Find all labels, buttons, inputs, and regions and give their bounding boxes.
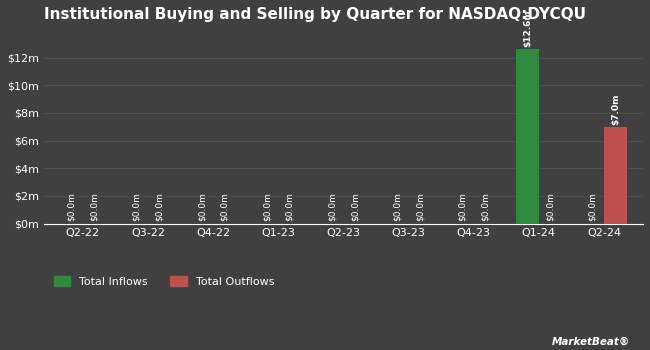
Legend: Total Inflows, Total Outflows: Total Inflows, Total Outflows — [49, 272, 279, 291]
Text: MarketBeat®: MarketBeat® — [552, 336, 630, 346]
Text: $0.0m: $0.0m — [220, 193, 229, 222]
Text: $0.0m: $0.0m — [328, 193, 337, 222]
Text: $0.0m: $0.0m — [132, 193, 141, 222]
Text: $0.0m: $0.0m — [350, 193, 359, 222]
Text: $0.0m: $0.0m — [263, 193, 272, 222]
Text: $7.0m: $7.0m — [611, 93, 620, 125]
Text: $0.0m: $0.0m — [285, 193, 294, 222]
Text: $0.0m: $0.0m — [155, 193, 164, 222]
Bar — [516, 49, 539, 224]
Bar — [604, 127, 627, 224]
Text: $0.0m: $0.0m — [90, 193, 99, 222]
Text: $0.0m: $0.0m — [197, 193, 206, 222]
Text: $0.0m: $0.0m — [588, 193, 597, 222]
Text: $0.0m: $0.0m — [67, 193, 76, 222]
Text: $0.0m: $0.0m — [546, 193, 554, 222]
Text: $0.0m: $0.0m — [458, 193, 467, 222]
Text: $0.0m: $0.0m — [480, 193, 489, 222]
Text: Institutional Buying and Selling by Quarter for NASDAQ:DYCQU: Institutional Buying and Selling by Quar… — [44, 7, 586, 22]
Text: $0.0m: $0.0m — [415, 193, 424, 222]
Text: $12.6m: $12.6m — [523, 9, 532, 47]
Text: $0.0m: $0.0m — [393, 193, 402, 222]
